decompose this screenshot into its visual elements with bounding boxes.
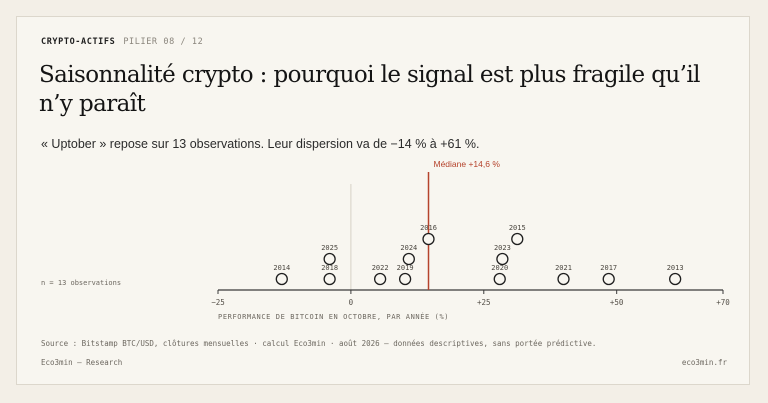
point-year-label: 2025 bbox=[321, 244, 338, 252]
page-title: Saisonnalité crypto : pourquoi le signal… bbox=[39, 62, 700, 117]
series-label: PILIER 08 / 12 bbox=[123, 37, 204, 47]
point-year-label: 2020 bbox=[491, 264, 508, 272]
subtitle: « Uptober » repose sur 13 observations. … bbox=[41, 137, 480, 151]
data-point-2014: 2014 bbox=[273, 264, 290, 286]
x-tick-label: +50 bbox=[610, 298, 624, 307]
x-tick-label: −25 bbox=[211, 298, 225, 307]
data-point-2024: 2024 bbox=[400, 244, 417, 266]
point-year-label: 2024 bbox=[400, 244, 417, 252]
point-year-label: 2021 bbox=[555, 264, 572, 272]
x-axis-title: PERFORMANCE DE BITCOIN EN OCTOBRE, PAR A… bbox=[218, 312, 449, 321]
n-observations-label: n = 13 observations bbox=[41, 279, 121, 287]
point-year-label: 2019 bbox=[397, 264, 414, 272]
data-point-2016: 2016 bbox=[420, 224, 437, 246]
x-tick-label: +70 bbox=[716, 298, 730, 307]
data-point-2018: 2018 bbox=[321, 264, 338, 286]
category-label: CRYPTO-ACTIFS bbox=[41, 37, 116, 47]
point-marker bbox=[422, 232, 435, 246]
data-point-2013: 2013 bbox=[667, 264, 684, 286]
brand-label: Eco3min — Research bbox=[41, 358, 123, 367]
point-marker bbox=[402, 252, 415, 266]
x-tick-label: 0 bbox=[349, 298, 354, 307]
data-point-2019: 2019 bbox=[397, 264, 414, 286]
point-marker bbox=[275, 272, 288, 286]
data-point-2022: 2022 bbox=[372, 264, 389, 286]
point-marker bbox=[511, 232, 524, 246]
data-point-2021: 2021 bbox=[555, 264, 572, 286]
site-link[interactable]: eco3min.fr bbox=[681, 358, 727, 367]
point-year-label: 2016 bbox=[420, 224, 437, 232]
point-marker bbox=[496, 252, 509, 266]
chart-card: CRYPTO-ACTIFS PILIER 08 / 12 Saisonnalité… bbox=[16, 16, 750, 385]
point-year-label: 2017 bbox=[600, 264, 617, 272]
data-point-2015: 2015 bbox=[509, 224, 526, 246]
data-point-2017: 2017 bbox=[600, 264, 617, 286]
point-year-label: 2022 bbox=[372, 264, 389, 272]
point-marker bbox=[669, 272, 682, 286]
point-year-label: 2018 bbox=[321, 264, 338, 272]
data-point-2023: 2023 bbox=[494, 244, 511, 266]
point-marker bbox=[398, 272, 412, 286]
point-year-label: 2014 bbox=[273, 264, 290, 272]
kicker: CRYPTO-ACTIFS PILIER 08 / 12 bbox=[41, 37, 203, 47]
point-marker bbox=[493, 272, 506, 286]
point-marker bbox=[323, 252, 336, 266]
source-note: Source : Bitstamp BTC/USD, clôtures mens… bbox=[41, 339, 597, 348]
point-year-label: 2023 bbox=[494, 244, 511, 252]
point-year-label: 2015 bbox=[509, 224, 526, 232]
point-year-label: 2013 bbox=[667, 264, 684, 272]
point-marker bbox=[323, 272, 336, 286]
data-point-2020: 2020 bbox=[491, 264, 508, 286]
dot-plot: −25 0 +25 +50 +70 Médiane +14,6 % 2014 2018 20… bbox=[41, 159, 730, 321]
median-label: Médiane +14,6 % bbox=[434, 159, 501, 169]
point-marker bbox=[557, 272, 570, 286]
point-marker bbox=[602, 272, 615, 286]
point-marker bbox=[373, 272, 387, 286]
x-tick-label: +25 bbox=[477, 298, 491, 307]
data-point-2025: 2025 bbox=[321, 244, 338, 266]
